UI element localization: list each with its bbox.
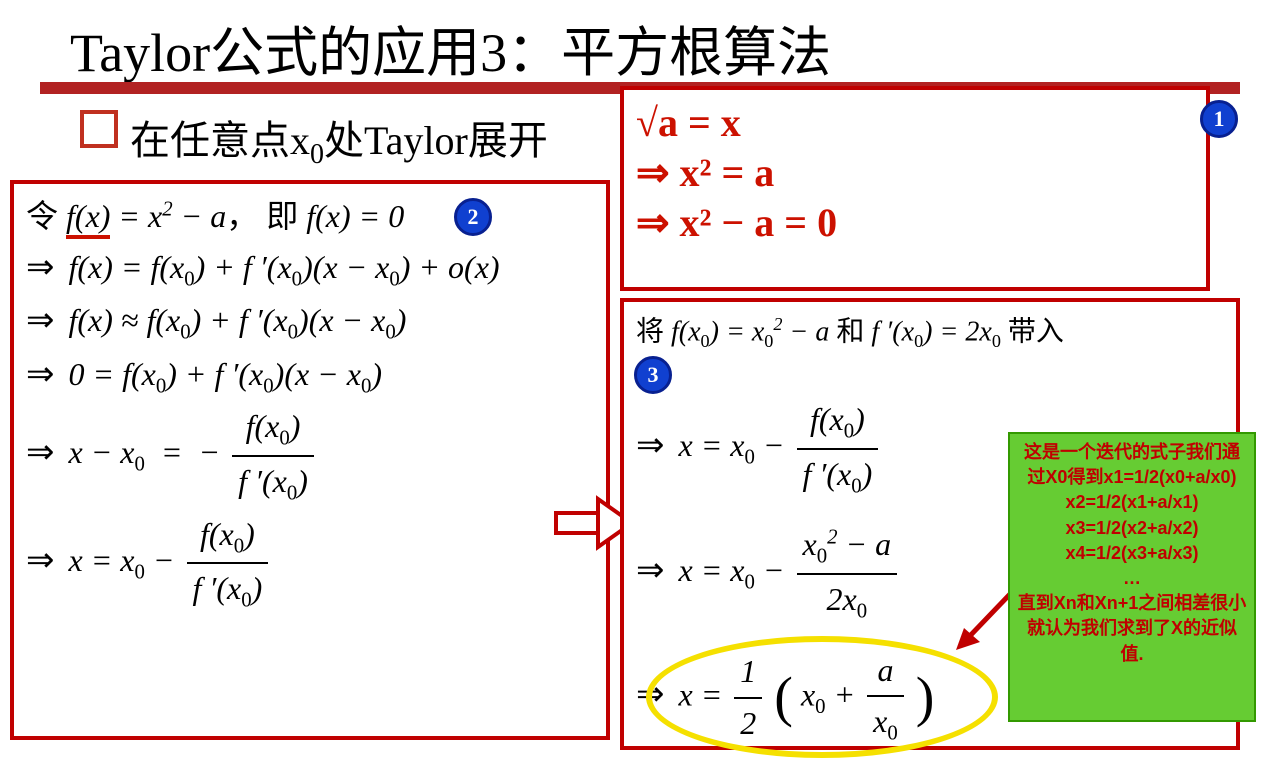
b2-line6: ⇒ x = x0 − f(x0)f ′(x0)	[26, 510, 594, 617]
bullet-label: 在任意点x0处Taylor展开	[130, 118, 548, 163]
gn-l4: x4=1/2(x3+a/x3)	[1016, 541, 1248, 566]
hand-line-2: ⇒ x² = a	[636, 148, 1194, 198]
gn-l5: …	[1016, 566, 1248, 591]
gn-l2: x2=1/2(x1+a/x1)	[1016, 490, 1248, 515]
iteration-note: 这是一个迭代的式子我们通过X0得到x1=1/2(x0+a/x0) x2=1/2(…	[1008, 432, 1256, 722]
b2-line5: ⇒ x − x0 = − f(x0)f ′(x0)	[26, 402, 594, 509]
badge-1: 1	[1200, 100, 1238, 138]
box-1: √a = x ⇒ x² = a ⇒ x² − a = 0	[620, 86, 1210, 291]
b2-l1-pre: 令	[26, 198, 58, 234]
b2-line4: ⇒ 0 = f(x0) + f ′(x0)(x − x0)	[26, 349, 594, 403]
badge-2: 2	[454, 198, 492, 236]
box-2: 令 f(x) = x2 − a， 即 f(x) = 0 ⇒ f(x) = f(x…	[10, 180, 610, 740]
b3-line1: 将 f(x0) = x02 − a 和 f ′(x0) = 2x0 带入	[636, 310, 1224, 355]
gn-l6: 直到Xn和Xn+1之间相差很小就认为我们求到了X的近似值.	[1016, 591, 1248, 667]
slide-title: Taylor公式的应用3：平方根算法	[70, 8, 831, 87]
b2-l1-post: = x2 − a， 即 f(x) = 0	[118, 198, 404, 234]
b2-line3: ⇒ f(x) ≈ f(x0) + f ′(x0)(x − x0)	[26, 295, 594, 349]
gn-l1: 这是一个迭代的式子我们通过X0得到x1=1/2(x0+a/x0)	[1016, 440, 1248, 490]
badge-3: 3	[634, 356, 672, 394]
b2-l1-fx: f(x)	[66, 198, 110, 239]
bullet-text: 在任意点x0处Taylor展开	[130, 108, 548, 171]
gn-l3: x3=1/2(x2+a/x2)	[1016, 516, 1248, 541]
hand-line-3: ⇒ x² − a = 0	[636, 198, 1194, 248]
b2-line2: ⇒ f(x) = f(x0) + f ′(x0)(x − x0) + o(x)	[26, 242, 594, 296]
bullet-icon	[80, 110, 118, 148]
b2-line1: 令 f(x) = x2 − a， 即 f(x) = 0	[26, 192, 594, 242]
hand-line-1: √a = x	[636, 98, 1194, 148]
